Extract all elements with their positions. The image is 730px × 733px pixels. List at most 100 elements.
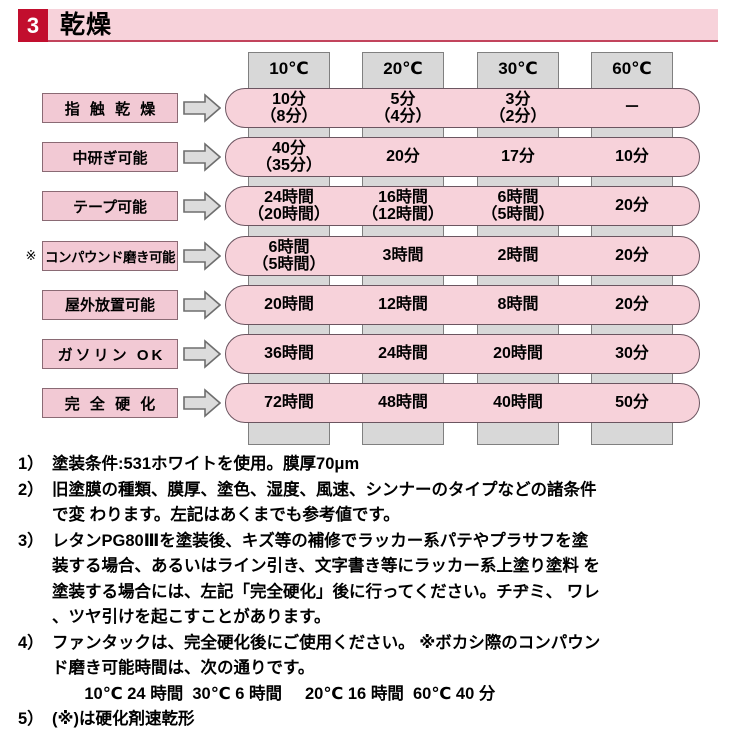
column-header-1: 10℃ [269, 59, 309, 78]
note-text: (※)は硬化剤速乾形 [52, 707, 718, 733]
cell-r5-c2: 12時間 [362, 285, 444, 325]
cell-r2-c2: 20分 [362, 137, 444, 177]
table-row [225, 284, 700, 325]
row-label-6: ガソリン OK [42, 339, 178, 369]
cell-r1-c4: － [591, 88, 673, 128]
note-text: 塗装条件:531ホワイトを使用。膜厚70μm [52, 452, 718, 478]
arrow-right-icon [183, 191, 221, 222]
arrow-right-icon [183, 290, 221, 320]
cell-r2-c3: 17分 [477, 137, 559, 177]
cell-r4-c2: 3時間 [362, 236, 444, 276]
drying-time-table: 10℃ 20℃ 30℃ 60℃ 指 触 乾 燥 10分 （8分） 5分 （4分） 3分 （2分）－中… [25, 52, 700, 445]
row-label-1: 指 触 乾 燥 [42, 93, 178, 123]
cell-r6-c1: 36時間 [248, 334, 330, 374]
cell-value-main: 3分 [505, 91, 531, 108]
cell-value-main: 40分 [272, 140, 306, 158]
note-line: 塗装条件:531ホワイトを使用。膜厚70μm [52, 455, 360, 473]
note-line: 旧塗膜の種類、膜厚、塗色、湿度、風速、シンナーのタイプなどの諸条件 [52, 480, 597, 499]
row-asterisk-marker: ※ [25, 247, 37, 263]
cell-value-main: 36時間 [264, 345, 314, 362]
cell-value-main: 20時間 [264, 295, 314, 313]
note-line: 塗装する場合には、左記「完全硬化」後に行ってください。チヂミ、 ワレ [52, 582, 600, 601]
cell-value-main: 6時間 [497, 189, 539, 207]
table-row [225, 383, 700, 424]
table-row [225, 186, 700, 227]
section-header-banner: 3 乾燥 [18, 9, 718, 42]
cell-value-main: 10分 [272, 91, 306, 108]
cell-r7-c1: 72時間 [248, 383, 330, 423]
cell-value-main: 20分 [615, 246, 649, 264]
cell-value-main: 50分 [615, 394, 649, 412]
cell-r4-c3: 2時間 [477, 236, 559, 276]
table-row [225, 137, 700, 178]
page-title: 乾燥 [60, 11, 113, 39]
cell-r6-c3: 20時間 [477, 334, 559, 374]
cell-value-main: 48時間 [378, 394, 428, 412]
note-item-3: 3） レタンPG80Ⅲを塗装後、キズ等の補修でラッカー系パテやプラサフを塗 装する場… [18, 529, 718, 631]
note-number: 5） [18, 710, 44, 728]
row-label-2: 中研ぎ可能 [42, 142, 178, 173]
note-text: 旧塗膜の種類、膜厚、塗色、湿度、風速、シンナーのタイプなどの諸条件 で変 わります… [52, 478, 718, 529]
cell-value-main: 24時間 [264, 189, 314, 207]
cell-value-sub: （4分） [374, 108, 432, 125]
cell-r6-c2: 24時間 [362, 334, 444, 374]
cell-value-sub: （20時間） [248, 206, 330, 224]
note-item-2: 2） 旧塗膜の種類、膜厚、塗色、湿度、風速、シンナーのタイプなどの諸条件 で変 わり… [18, 478, 718, 529]
cell-r2-c1: 40分 （35分） [248, 137, 330, 177]
row-label-4: コンパウンド磨き可能 [42, 240, 178, 271]
column-header-3: 30℃ [498, 59, 538, 78]
cell-value-main: 8時間 [497, 295, 539, 313]
cell-value-sub: （12時間） [362, 206, 444, 224]
cell-r7-c4: 50分 [591, 383, 673, 423]
note-line: (※)は硬化剤速乾形 [52, 710, 195, 728]
cell-r3-c4: 20分 [591, 186, 673, 226]
cell-value-main: 12時間 [378, 295, 428, 313]
note-item-5: 5） (※)は硬化剤速乾形 [18, 707, 718, 733]
table-row [225, 88, 700, 128]
cell-value-main: 72時間 [264, 394, 314, 412]
cell-r3-c2: 16時間 （12時間） [362, 186, 444, 226]
cell-r1-c1: 10分 （8分） [248, 88, 330, 128]
cell-value-main: 16時間 [378, 189, 428, 207]
cell-value-main: 20時間 [493, 345, 543, 362]
cell-r4-c1: 6時間 （5時間） [248, 236, 330, 276]
cell-value-main: 3時間 [382, 246, 424, 264]
cell-r5-c3: 8時間 [477, 285, 559, 325]
notes-list: 1） 塗装条件:531ホワイトを使用。膜厚70μm 2） 旧塗膜の種類、膜厚、塗色、湿… [18, 452, 718, 733]
cell-value-main: 40時間 [493, 394, 543, 412]
cell-value-sub: （5時間） [481, 206, 555, 224]
note-text: レタンPG80Ⅲを塗装後、キズ等の補修でラッカー系パテやプラサフを塗 装する場合、… [52, 529, 718, 631]
cell-value-main: 24時間 [378, 345, 428, 362]
note-text: ファンタックは、完全硬化後にご使用ください。 ※ボカシ際のコンパウン ド磨き可能時… [52, 631, 718, 682]
section-number-badge: 3 [18, 9, 48, 42]
row-label-7: 完 全 硬 化 [42, 388, 178, 419]
cell-r4-c4: 20分 [591, 236, 673, 276]
cell-value-main: 17分 [501, 148, 535, 166]
arrow-right-icon [183, 339, 221, 369]
cell-r6-c4: 30分 [591, 334, 673, 374]
cell-value-sub: （5時間） [252, 255, 326, 273]
cell-value-main: 20分 [615, 295, 649, 313]
row-label-3: テープ可能 [42, 191, 178, 222]
cell-r5-c1: 20時間 [248, 285, 330, 325]
cell-r1-c2: 5分 （4分） [362, 88, 444, 128]
column-header-4: 60℃ [612, 59, 652, 78]
table-row [225, 235, 700, 276]
cell-value-main: － [623, 99, 640, 116]
cell-value-main: 30分 [615, 345, 649, 362]
cell-r3-c3: 6時間 （5時間） [477, 186, 559, 226]
cell-value-main: 5分 [390, 91, 416, 108]
note-line: で変 わります。左記はあくまでも参考値です。 [52, 506, 400, 524]
note-number: 3） [18, 531, 44, 550]
cell-r2-c4: 10分 [591, 137, 673, 177]
cell-value-main: 10分 [615, 148, 649, 166]
arrow-right-icon [183, 388, 221, 418]
cell-value-main: 20分 [386, 148, 420, 166]
cell-value-main: 2時間 [497, 246, 539, 264]
cell-r5-c4: 20分 [591, 285, 673, 325]
cell-r7-c2: 48時間 [362, 383, 444, 423]
note-number: 2） [18, 480, 44, 499]
column-header-2: 20℃ [383, 59, 423, 78]
note-item-4: 4） ファンタックは、完全硬化後にご使用ください。 ※ボカシ際のコンパウン ド磨き可… [18, 631, 718, 682]
arrow-right-icon [183, 93, 221, 123]
